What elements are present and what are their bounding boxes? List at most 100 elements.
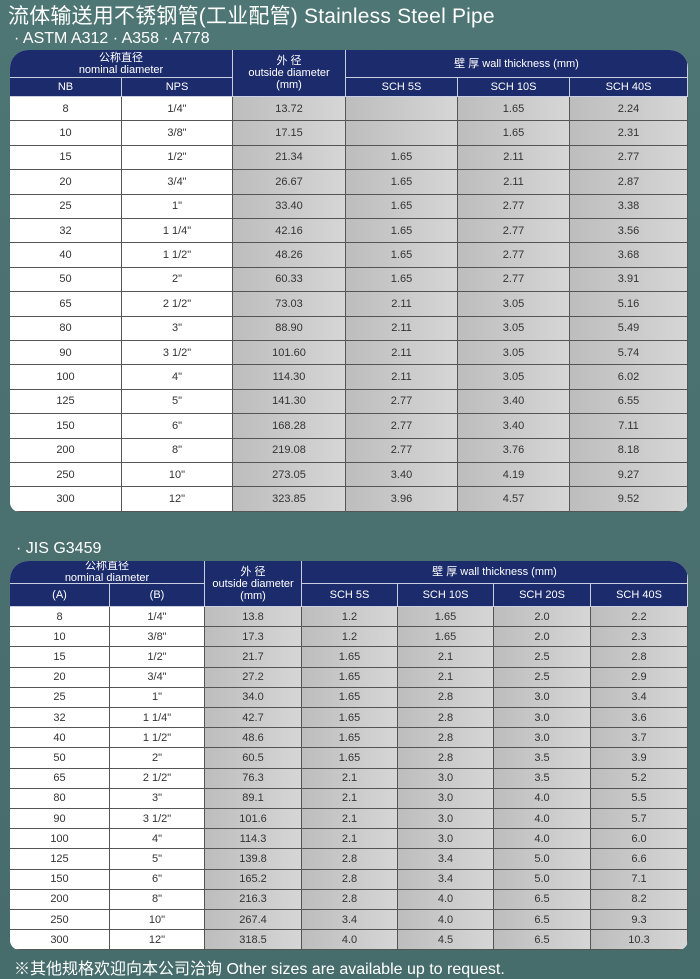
table-cell: 1 1/4" [110,708,205,729]
table-cell-text: 3.38 [617,200,640,213]
table-cell-text: 2.11 [391,297,412,310]
table-cell-text: 76.3 [242,772,264,785]
table-cell-text: 200 [56,444,75,457]
table-cell-text: 12" [168,493,186,506]
table-cell-text: 4.5 [437,933,454,946]
table-cell: 1/2" [110,647,205,668]
table-cell-text: 5.16 [617,297,640,310]
table-cell: 6" [110,869,205,890]
table-cell: 12" [122,487,233,512]
table-cell: 48.26 [233,243,346,268]
table-cell: 90 [10,341,122,366]
table-cell: 3.4 [302,910,398,931]
table-cell: 80 [10,788,110,809]
header-text: (mm) [276,79,302,91]
header-schedule-text: SCH 20S [519,589,565,601]
table-cell: 1.65 [302,728,398,749]
table-cell: 125 [10,849,110,870]
table-cell: 89.1 [205,788,302,809]
table-cell-text: 48.6 [242,731,264,744]
table-cell: 1.65 [346,243,458,268]
table-cell-text: 80 [59,322,72,335]
table-cell: 60.33 [233,267,346,293]
table-cell-text: 1/4" [147,610,167,623]
table-cell-text: 27.2 [242,671,264,684]
table-cell-text: 2.77 [390,419,413,432]
table-cell-text: 90 [53,812,66,825]
table-cell: 3.38 [570,194,688,219]
table-cell-text: 6.5 [534,893,550,906]
table-cell-text: 3.96 [390,493,413,506]
table-cell: 4" [122,365,233,390]
table-cell-text: 3.40 [502,395,525,408]
table-cell-text: 4.0 [437,913,454,926]
header-schedule-text: SCH 5S [381,81,422,93]
table-cell: 2.77 [458,243,570,268]
table-cell: 8.18 [570,438,688,463]
table-cell: 65 [10,768,110,789]
table-cell: 3.40 [458,389,570,415]
header-nominal-diameter: 公称直径 nominal diameter [10,50,233,78]
table-cell-text: 40 [53,731,66,744]
table-cell-text: 4.0 [437,893,454,906]
table-cell: 4" [110,829,205,850]
table-cell-text: 3.40 [390,468,413,481]
table-cell [346,97,458,122]
table-cell-text: 1.65 [338,650,361,663]
header-schedule: SCH 5S [346,78,458,97]
table-cell-text: 1.65 [338,711,361,724]
table-cell: 1.65 [302,708,398,729]
table-cell-text: 7.11 [618,419,639,432]
table-cell-text: 1.65 [390,224,413,237]
table-cell: 2.77 [346,389,458,415]
header-outside-diameter: 外 径 outside diameter (mm) [205,561,302,607]
table-cell-text: 50 [53,751,66,764]
table-cell-text: 3.0 [534,731,550,744]
table-cell-text: 2.1 [341,832,358,845]
table-cell: 17.3 [205,627,302,648]
table-cell-text: 6" [171,419,183,432]
table-cell: 139.8 [205,849,302,870]
table-cell-text: 100 [56,371,75,384]
table-cell: 3.96 [346,487,458,512]
table-cell-text: 219.08 [272,444,306,457]
footnote: ※其他规格欢迎向本公司洽询 Other sizes are available … [14,961,505,978]
table-cell-text: 10" [148,913,166,926]
table-cell-text: 3.0 [437,812,454,825]
table-cell-text: 32 [53,711,66,724]
header-wall-thickness: 壁 厚 wall thickness (mm) [346,50,688,78]
table-cell-text: 9.52 [617,493,640,506]
table-cell-text: 200 [50,893,69,906]
table-cell-text: 2.77 [390,395,413,408]
table-cell-text: 8.2 [631,893,647,906]
table-cell-text: 2.1 [437,650,454,663]
table-cell-text: 2.11 [391,346,412,359]
table-cell: 2.8 [302,869,398,890]
table-cell-text: 3.7 [631,731,647,744]
table-cell: 50 [10,267,122,293]
table-cell-text: 2.1 [437,671,454,684]
table-cell: 2.87 [570,170,688,195]
table-cell-text: 4.0 [534,832,550,845]
table-cell: 5.16 [570,292,688,317]
page-title: 流体输送用不锈钢管(工业配管) Stainless Steel Pipe [8,5,495,28]
table-cell-text: 15 [59,151,72,164]
table-cell: 168.28 [233,414,346,439]
table-cell: 3.40 [346,463,458,488]
header-text: outside diameter [212,577,294,590]
table-cell-text: 1.2 [341,610,358,623]
table-cell-text: 1 1/2" [142,731,172,744]
table-cell: 1.65 [346,219,458,244]
table-cell: 3.5 [494,768,591,789]
table-cell-text: 2.8 [341,852,358,865]
table-cell: 2.0 [494,627,591,648]
table-cell: 26.67 [233,170,346,195]
table-cell-text: 2.77 [502,273,525,286]
table-cell-text: 2.8 [437,731,454,744]
table-cell: 3.9 [591,748,688,769]
table-cell: 267.4 [205,910,302,931]
header-text: (mm) [240,589,266,602]
table-cell-text: 273.05 [272,468,306,481]
table-cell: 34.0 [205,687,302,708]
table-cell-text: 4" [171,371,183,384]
